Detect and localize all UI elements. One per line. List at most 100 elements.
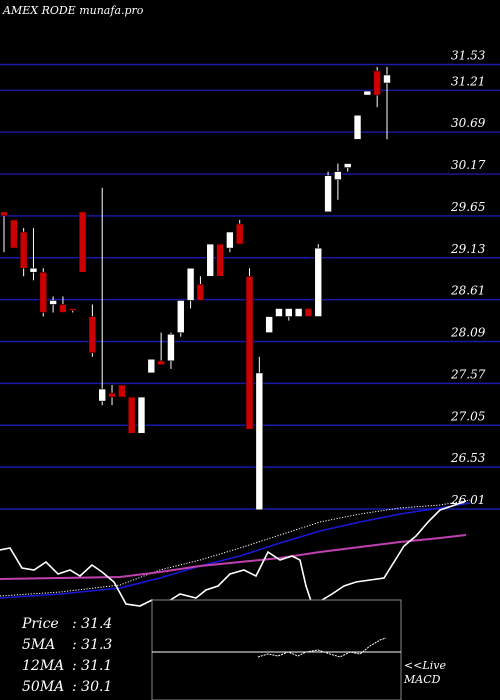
candle	[78, 211, 87, 273]
candle-body	[304, 308, 313, 317]
dotted-average-line	[0, 499, 471, 597]
candle	[118, 384, 126, 398]
candle-body	[294, 308, 303, 317]
candle-body	[265, 316, 273, 333]
candle-body	[49, 300, 57, 305]
y-tick-label: 28.61	[450, 284, 485, 298]
candle-body	[343, 163, 352, 168]
candle	[196, 276, 205, 301]
candles	[0, 66, 391, 511]
candle	[304, 308, 313, 317]
magenta-moving-average-line	[0, 534, 467, 580]
candle-body	[383, 74, 391, 84]
candle-body	[157, 360, 165, 366]
candle	[88, 304, 97, 357]
candle-body	[363, 90, 372, 96]
y-tick-label: 30.17	[451, 158, 486, 172]
candle-body	[373, 70, 381, 96]
candle-body	[68, 308, 77, 311]
ma12-label: 12MA	[22, 658, 65, 674]
candle	[147, 358, 156, 374]
macd-title-text: MACD	[404, 673, 441, 686]
price-summary: Price : 31.4 5MA: 31.3 12MA: 31.1 50MA : 3…	[22, 614, 112, 698]
macd-panel-frame	[151, 599, 402, 700]
ma5-row: 5MA: 31.3	[22, 635, 112, 656]
price-label: Price	[22, 616, 59, 632]
candle-body	[216, 243, 224, 277]
candle-body	[245, 275, 254, 430]
candle-body	[118, 384, 126, 398]
candle-body	[167, 333, 175, 362]
y-tick-label: 26.53	[450, 451, 486, 465]
ma5-value: : 31.3	[72, 637, 113, 653]
macd-label: <<Live MACD	[404, 659, 446, 687]
candle	[334, 163, 342, 200]
candle-body	[108, 392, 116, 398]
candle	[235, 219, 244, 245]
candle-body	[255, 372, 264, 511]
candle-body	[314, 247, 323, 317]
candle-body	[275, 308, 283, 317]
candle-body	[334, 171, 342, 180]
macd-panel	[151, 599, 402, 700]
candle	[176, 300, 185, 337]
candle	[343, 163, 352, 172]
candle-body	[127, 396, 136, 434]
candle-body	[324, 175, 332, 213]
oscillator-line	[0, 500, 467, 607]
candle	[226, 231, 234, 253]
candle-body	[137, 396, 146, 434]
candle	[353, 114, 362, 140]
candle-body	[186, 267, 195, 301]
candle	[324, 171, 332, 213]
ma50-row: 50MA : 30.1	[22, 677, 112, 698]
candle	[373, 66, 381, 108]
y-tick-label: 30.69	[451, 116, 486, 130]
candle-body	[226, 231, 234, 249]
candle-body	[88, 316, 97, 354]
ma50-value: : 30.1	[72, 679, 113, 695]
y-axis-tick-labels: 31.53 31.21 30.69 30.17 29.65 29.13 28.61 28.09…	[450, 49, 486, 508]
candle	[10, 219, 18, 249]
candle	[314, 244, 323, 317]
y-tick-label: 29.13	[450, 242, 486, 256]
y-tick-label: 31.21	[451, 74, 485, 88]
candle-body	[39, 271, 48, 313]
candle-body	[353, 114, 362, 140]
candle	[39, 268, 48, 317]
candle	[59, 296, 67, 313]
candle-body	[59, 304, 67, 313]
y-tick-label: 27.05	[450, 409, 485, 423]
price-value: : 31.4	[72, 616, 113, 632]
candle	[206, 243, 215, 277]
candle	[0, 211, 8, 253]
ma12-row: 12MA: 31.1	[22, 656, 112, 677]
candle	[127, 396, 136, 434]
candle-body	[0, 211, 8, 217]
y-tick-label: 28.09	[450, 326, 486, 340]
candle	[157, 332, 165, 366]
candle	[68, 308, 77, 313]
candle	[186, 267, 195, 309]
candle-body	[98, 388, 107, 402]
macd-line	[257, 637, 387, 658]
moving-average-lines	[0, 499, 471, 607]
blue-moving-average-line	[0, 502, 471, 599]
macd-live-text: <<Live	[404, 659, 446, 672]
candle-body	[29, 267, 38, 273]
candle	[363, 90, 372, 96]
candle	[284, 308, 293, 321]
candle-body	[176, 300, 185, 333]
candle-body	[235, 223, 244, 245]
ma50-label: 50MA	[22, 679, 65, 695]
candle-body	[19, 231, 28, 269]
candle	[216, 243, 224, 277]
candle-body	[10, 219, 18, 249]
candle	[294, 308, 303, 317]
chart-title: AMEX RODE munafa.pro	[3, 4, 144, 17]
candle	[383, 66, 391, 140]
candle	[255, 356, 264, 511]
candle-body	[78, 211, 87, 273]
candle	[19, 227, 28, 277]
